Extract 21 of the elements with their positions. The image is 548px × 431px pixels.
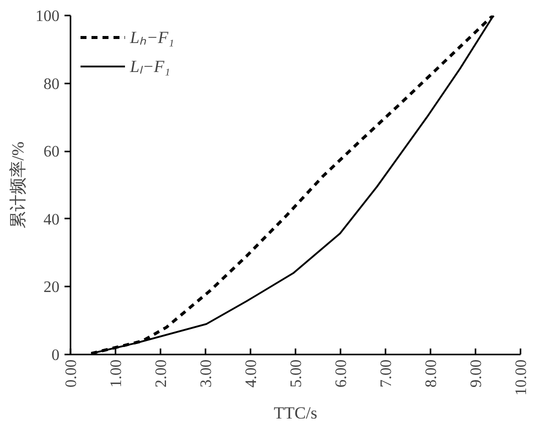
x-tick-label: 7.00 — [378, 360, 395, 388]
x-tick-label: 9.00 — [468, 360, 485, 388]
x-tick-label: 4.00 — [243, 360, 260, 388]
x-tick-label: 6.00 — [333, 360, 350, 388]
y-tick-label: 0 — [52, 347, 60, 364]
y-tick-label: 40 — [44, 211, 60, 228]
y-tick-label: 100 — [36, 8, 60, 25]
y-tick-label: 80 — [44, 76, 60, 93]
y-tick-label: 60 — [44, 144, 60, 161]
legend-label: Lₗ−F₁ — [130, 56, 170, 77]
x-tick-label: 2.00 — [153, 360, 170, 388]
y-tick-label: 20 — [44, 279, 60, 296]
legend-label: Lₕ−F₁ — [130, 27, 174, 48]
x-tick-label: 3.00 — [198, 360, 215, 388]
y-axis-title: 累计频率/% — [8, 142, 28, 228]
x-tick-label: 10.00 — [513, 360, 530, 396]
x-tick-label: 0.00 — [63, 360, 80, 388]
x-tick-label: 8.00 — [423, 360, 440, 388]
x-tick-label: 5.00 — [288, 360, 305, 388]
x-tick-label: 1.00 — [108, 360, 125, 388]
x-axis-title: TTC/s — [274, 404, 318, 422]
